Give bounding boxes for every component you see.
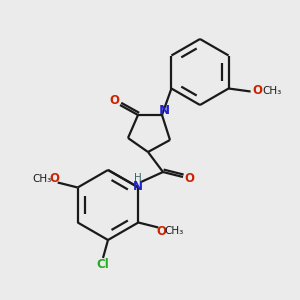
Text: CH₃: CH₃ xyxy=(262,85,282,95)
Text: O: O xyxy=(253,84,262,97)
Text: N: N xyxy=(158,103,169,116)
Text: H: H xyxy=(134,173,142,183)
Text: O: O xyxy=(156,225,166,238)
Text: Cl: Cl xyxy=(97,259,110,272)
Text: O: O xyxy=(50,172,60,185)
Text: CH₃: CH₃ xyxy=(165,226,184,236)
Text: O: O xyxy=(184,172,194,185)
Text: O: O xyxy=(109,94,119,107)
Text: CH₃: CH₃ xyxy=(32,175,51,184)
Text: N: N xyxy=(133,181,143,194)
